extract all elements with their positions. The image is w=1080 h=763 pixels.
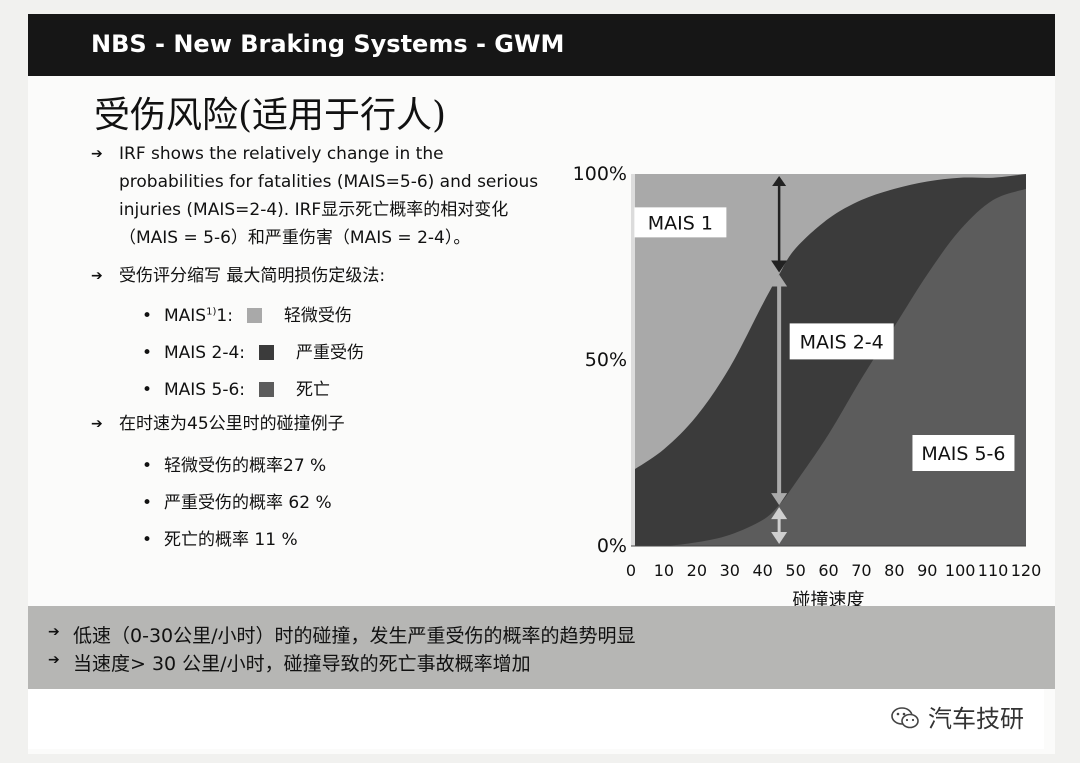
annotation-label: MAIS 2-4 xyxy=(800,331,884,353)
left-strip xyxy=(631,174,635,546)
arrow-icon: ➔ xyxy=(48,652,60,668)
example-item-text: 严重受伤的概率 62 % xyxy=(164,493,332,513)
marker-arrow-mais56-head-up xyxy=(771,507,788,520)
intro-bullet: ➔ IRF shows the relatively change in the… xyxy=(91,140,589,252)
footer-line-text: 低速（0-30公里/小时）时的碰撞，发生严重受伤的概率的趋势明显 xyxy=(73,625,636,647)
x-tick-label: 90 xyxy=(917,561,937,580)
scale-heading-text: 受伤评分缩写 最大简明损伤定级法: xyxy=(119,266,386,286)
annotation-box xyxy=(912,435,1015,471)
wechat-icon xyxy=(891,707,919,729)
page-title: 受伤风险(适用于行人) xyxy=(94,95,447,136)
swatch-dark-icon xyxy=(259,345,274,360)
intro-line: injuries (MAIS=2-4). IRF显示死亡概率的相对变化 xyxy=(119,200,509,220)
scale-item-mais24: • MAIS 2-4: 严重受伤 xyxy=(142,338,364,363)
marker-arrow-mais24-head-up xyxy=(771,274,788,287)
x-tick-label: 40 xyxy=(752,561,772,580)
x-tick-label: 100 xyxy=(945,561,976,580)
marker-arrow-mais24-head-down xyxy=(771,493,788,506)
bullet-dot-icon: • xyxy=(142,343,153,363)
intro-line: （MAIS = 5-6）和严重伤害（MAIS = 2-4）。 xyxy=(119,228,471,248)
bullet-dot-icon: • xyxy=(142,306,153,326)
footnote-mark: 1) xyxy=(206,306,217,318)
x-tick-label: 20 xyxy=(687,561,707,580)
bullet-dot-icon: • xyxy=(142,493,153,513)
arrow-icon: ➔ xyxy=(91,268,103,284)
y-tick-label: 0% xyxy=(597,535,627,557)
intro-line: IRF shows the relatively change in the xyxy=(119,144,444,164)
watermark: 汽车技研 xyxy=(890,699,1024,734)
scale-item-label: MAIS 2-4: xyxy=(164,343,245,363)
x-tick-label: 50 xyxy=(785,561,805,580)
arrow-icon: ➔ xyxy=(91,146,103,162)
x-tick-label: 30 xyxy=(720,561,740,580)
example-item: • 死亡的概率 11 % xyxy=(142,525,298,550)
x-tick-label: 80 xyxy=(884,561,904,580)
footer-line: ➔ 低速（0-30公里/小时）时的碰撞，发生严重受伤的概率的趋势明显 xyxy=(48,621,636,648)
example-heading-text: 在时速为45公里时的碰撞例子 xyxy=(119,414,345,434)
scale-item-label-rest: 1: xyxy=(216,306,233,326)
x-tick-label: 110 xyxy=(978,561,1009,580)
slide: NBS - New Braking Systems - GWM 受伤风险(适用于… xyxy=(28,14,1055,754)
watermark-box: 汽车技研 xyxy=(28,689,1044,749)
x-tick-label: 0 xyxy=(626,561,636,580)
annotation-label: MAIS 1 xyxy=(648,212,713,234)
header-title: NBS - New Braking Systems - GWM xyxy=(91,30,565,58)
swatch-light-icon xyxy=(246,308,262,323)
arrow-icon: ➔ xyxy=(48,624,60,640)
x-tick-label: 10 xyxy=(654,561,674,580)
bullet-dot-icon: • xyxy=(142,380,153,400)
injury-risk-chart: 0 10 20 30 40 50 60 70 80 90 100 110 120 0% 50% 100% 碰撞速… xyxy=(573,163,1042,609)
scale-item-desc: 轻微受伤 xyxy=(283,306,352,326)
arrow-icon: ➔ xyxy=(91,416,103,432)
swatch-medium-icon xyxy=(259,382,274,397)
example-item-text: 死亡的概率 11 % xyxy=(164,530,298,550)
x-axis-label: 碰撞速度 xyxy=(793,590,865,609)
annotation-box xyxy=(789,323,894,360)
bullet-dot-icon: • xyxy=(142,530,153,550)
scale-item-desc: 死亡 xyxy=(296,380,330,400)
marker-arrow-mais1-head-up xyxy=(772,176,787,186)
intro-line: probabilities for fatalities (MAIS=5-6) … xyxy=(119,172,539,192)
marker-arrow-mais1-head-down xyxy=(771,260,788,273)
footer-line: ➔ 当速度> 30 公里/小时，碰撞导致的死亡事故概率增加 xyxy=(48,649,531,676)
y-tick-label: 50% xyxy=(585,349,627,371)
annotation-box xyxy=(634,207,727,238)
footer-line-text: 当速度> 30 公里/小时，碰撞导致的死亡事故概率增加 xyxy=(73,653,531,675)
header-bar: NBS - New Braking Systems - GWM xyxy=(28,14,1055,76)
example-heading: ➔ 在时速为45公里时的碰撞例子 xyxy=(91,410,345,438)
bullet-dot-icon: • xyxy=(142,456,153,476)
scale-heading: ➔ 受伤评分缩写 最大简明损伤定级法: xyxy=(91,262,386,290)
scale-item-mais56: • MAIS 5-6: 死亡 xyxy=(142,375,330,400)
annotation-label: MAIS 5-6 xyxy=(921,443,1005,465)
scale-item-mais1: • MAIS1)1: 轻微受伤 xyxy=(142,301,352,326)
x-tick-label: 120 xyxy=(1011,561,1042,580)
footer-band: ➔ 低速（0-30公里/小时）时的碰撞，发生严重受伤的概率的趋势明显 ➔ 当速度… xyxy=(28,606,1055,689)
y-tick-label: 100% xyxy=(573,163,627,185)
example-item: • 轻微受伤的概率27 % xyxy=(142,451,326,476)
x-tick-label: 70 xyxy=(851,561,871,580)
x-tick-label: 60 xyxy=(818,561,838,580)
example-item: • 严重受伤的概率 62 % xyxy=(142,488,332,513)
scale-item-label: MAIS xyxy=(164,306,207,326)
watermark-text: 汽车技研 xyxy=(928,705,1024,733)
scale-item-label: MAIS 5-6: xyxy=(164,380,245,400)
marker-arrow-mais56-head-down xyxy=(771,532,788,544)
scale-item-desc: 严重受伤 xyxy=(296,343,364,363)
example-item-text: 轻微受伤的概率27 % xyxy=(164,456,327,476)
